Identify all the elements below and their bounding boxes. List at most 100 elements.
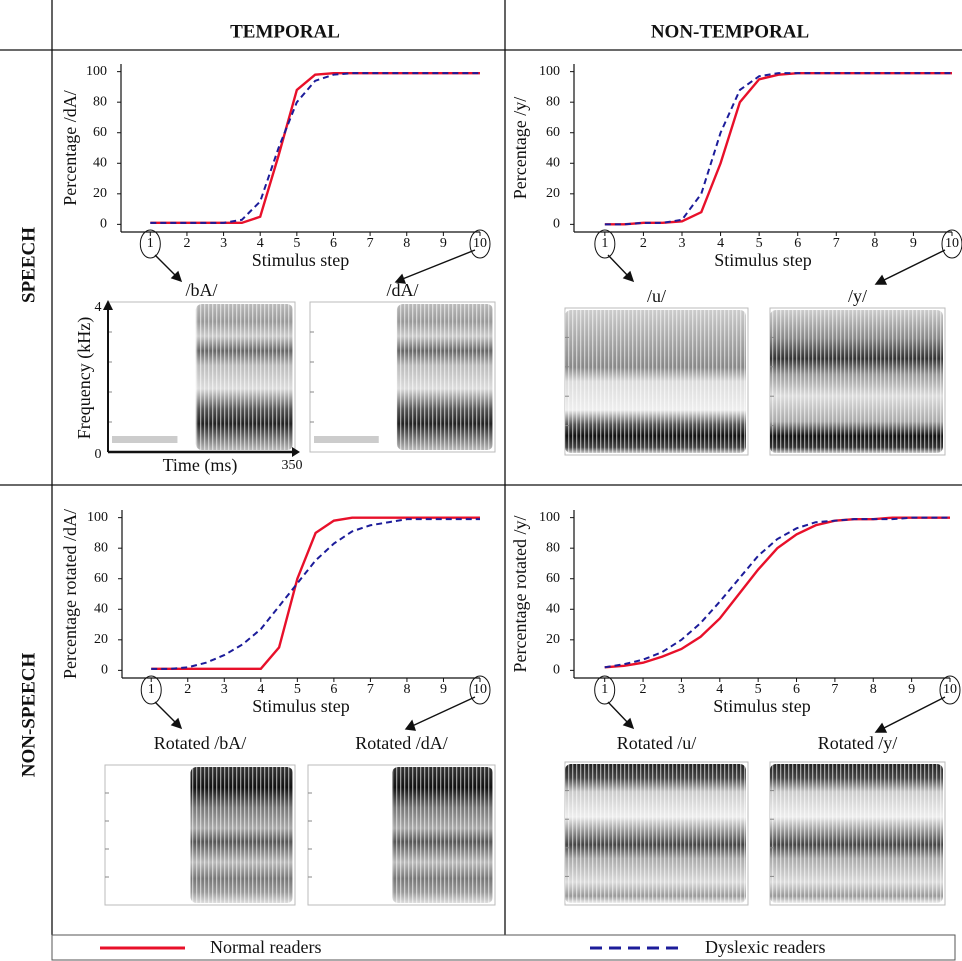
series-line	[150, 72, 480, 224]
x-tick-label: 10	[945, 236, 959, 251]
row-header: SPEECH	[18, 227, 39, 303]
y-tick-label: 0	[553, 663, 560, 678]
y-tick-label: 60	[546, 571, 560, 586]
series-line	[604, 71, 952, 226]
y-tick-label: 80	[93, 94, 107, 109]
x-tick-label: 7	[367, 236, 374, 251]
x-tick-label: 5	[294, 682, 301, 697]
spectrogram-stripes	[392, 767, 493, 903]
chart: 0 20 40 60 80 100 1 2 3 4 5 6 7 8 9 10 Stimulus step Perc…	[60, 509, 491, 716]
spectrogram-stripes	[565, 310, 746, 453]
spec-y-bottom: 0	[95, 447, 102, 462]
tick-circle	[469, 229, 491, 259]
chart: 0 20 40 60 80 100 1 2 3 4 5 6 7 8 9 10 Stimulus step Perc…	[510, 64, 962, 270]
x-tick-label: 9	[440, 236, 447, 251]
y-axis-label: Percentage /y/	[510, 97, 530, 199]
arrows	[154, 249, 946, 733]
y-tick-label: 80	[546, 94, 560, 109]
y-tick-label: 80	[546, 540, 560, 555]
y-axis-label: Percentage rotated /dA/	[60, 509, 80, 679]
y-tick-label: 0	[101, 663, 108, 678]
x-tick-label: 4	[257, 682, 264, 697]
x-tick-label: 2	[640, 682, 647, 697]
tick-circle	[140, 675, 162, 705]
spectrogram-title: Rotated /dA/	[355, 733, 448, 753]
x-tick-label: 7	[833, 236, 840, 251]
x-axis-label: Stimulus step	[252, 696, 350, 716]
series-line	[604, 516, 950, 669]
y-tick-label: 20	[94, 632, 108, 647]
y-tick-label: 100	[539, 510, 560, 525]
spectrograms: /bA/ /dA/ /u/ /y/Rotated /bA/Rotated /dA/Ro…	[104, 280, 946, 906]
spectrogram-title: Rotated /u/	[617, 733, 697, 753]
spectrogram-burst	[314, 436, 379, 443]
x-tick-label: 8	[403, 682, 410, 697]
spectrogram-stripes	[770, 310, 943, 453]
y-tick-label: 100	[539, 64, 560, 79]
spectrogram-stripes	[195, 304, 293, 450]
x-tick-label: 9	[440, 682, 447, 697]
spectrogram-stripes	[190, 767, 293, 903]
chart: 0 20 40 60 80 100 1 2 3 4 5 6 7 8 9 10 Stimulus step Perc…	[510, 510, 961, 716]
x-tick-label: 6	[330, 236, 337, 251]
x-tick-label: 5	[756, 236, 763, 251]
column-header: TEMPORAL	[230, 21, 340, 42]
y-tick-label: 0	[553, 217, 560, 232]
column-header: NON-TEMPORAL	[651, 21, 809, 42]
x-tick-label: 7	[831, 682, 838, 697]
tick-circle	[594, 229, 616, 259]
x-tick-label: 1	[148, 682, 155, 697]
series-line	[604, 72, 952, 226]
spectrogram-burst	[112, 436, 178, 443]
spectrogram-title: Rotated /bA/	[154, 733, 247, 753]
tick-circle	[941, 229, 962, 259]
tick-circle	[939, 675, 961, 705]
y-tick-label: 40	[94, 601, 108, 616]
x-tick-label: 2	[183, 236, 190, 251]
x-tick-label: 10	[473, 682, 487, 697]
tick-circle	[594, 675, 616, 705]
legend-label: Normal readers	[210, 937, 321, 957]
y-tick-label: 40	[93, 155, 107, 170]
y-tick-label: 100	[87, 510, 108, 525]
series-line	[150, 71, 480, 225]
y-tick-label: 80	[94, 540, 108, 555]
tick-circle	[469, 675, 491, 705]
x-tick-label: 3	[678, 682, 685, 697]
series-line	[151, 516, 480, 671]
x-tick-label: 8	[403, 236, 410, 251]
x-tick-label: 8	[870, 682, 877, 697]
y-tick-label: 100	[86, 64, 107, 79]
spectrogram-stripes	[565, 764, 746, 903]
x-axis-label: Stimulus step	[713, 696, 811, 716]
x-axis-label: Stimulus step	[252, 250, 350, 270]
y-tick-label: 40	[546, 155, 560, 170]
x-tick-label: 5	[293, 236, 300, 251]
y-tick-label: 40	[546, 601, 560, 616]
spectrogram-axes: 4 0 350 Time (ms) Frequency (kHz)	[74, 300, 303, 476]
x-tick-label: 8	[871, 236, 878, 251]
x-tick-label: 6	[793, 682, 800, 697]
x-tick-label: 3	[221, 682, 228, 697]
chart: 0 20 40 60 80 100 1 2 3 4 5 6 7 8 9 10 Stimulus step Perc…	[60, 64, 491, 270]
spectrogram-stripes	[770, 764, 943, 903]
spec-x-label: Time (ms)	[163, 455, 238, 476]
y-tick-label: 60	[94, 571, 108, 586]
spectrogram-title: /u/	[647, 286, 666, 306]
x-tick-label: 6	[794, 236, 801, 251]
spectrogram-stripes	[396, 304, 493, 450]
x-tick-label: 9	[908, 682, 915, 697]
y-tick-label: 20	[93, 186, 107, 201]
x-tick-label: 5	[755, 682, 762, 697]
y-axis-label: Percentage /dA/	[60, 90, 80, 205]
spectrogram-title: Rotated /y/	[818, 733, 898, 753]
x-tick-label: 3	[679, 236, 686, 251]
x-tick-label: 10	[473, 236, 487, 251]
spec-y-label: Frequency (kHz)	[74, 317, 95, 439]
legend-label: Dyslexic readers	[705, 937, 825, 957]
y-tick-label: 20	[546, 632, 560, 647]
x-tick-label: 1	[601, 682, 608, 697]
y-tick-label: 20	[546, 186, 560, 201]
y-tick-label: 60	[93, 125, 107, 140]
